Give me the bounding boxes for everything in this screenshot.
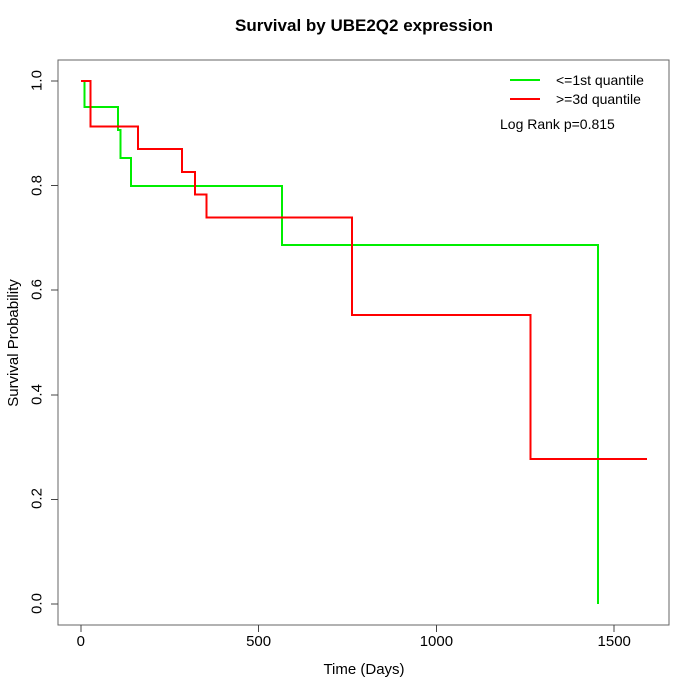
axis-ticks xyxy=(51,80,615,632)
legend-line-green xyxy=(510,78,540,81)
survival-curve-high xyxy=(80,79,647,461)
x-axis-label: Time (Days) xyxy=(323,661,405,678)
plot-box xyxy=(57,59,670,626)
survival-curve-low xyxy=(80,79,600,605)
legend-label-low: <=1st quantile xyxy=(556,71,644,88)
legend-label-high: >=3d quantile xyxy=(556,90,641,107)
survival-curves xyxy=(80,79,647,605)
legend-entry-high: >=3d quantile xyxy=(510,89,644,108)
y-axis-label: Survival Probability xyxy=(5,279,22,407)
legend: <=1st quantile >=3d quantile xyxy=(510,70,644,108)
chart-title: Survival by UBE2Q2 expression xyxy=(235,16,493,35)
legend-entry-low: <=1st quantile xyxy=(510,70,644,89)
log-rank-annotation: Log Rank p=0.815 xyxy=(500,116,615,132)
legend-line-red xyxy=(510,97,540,100)
